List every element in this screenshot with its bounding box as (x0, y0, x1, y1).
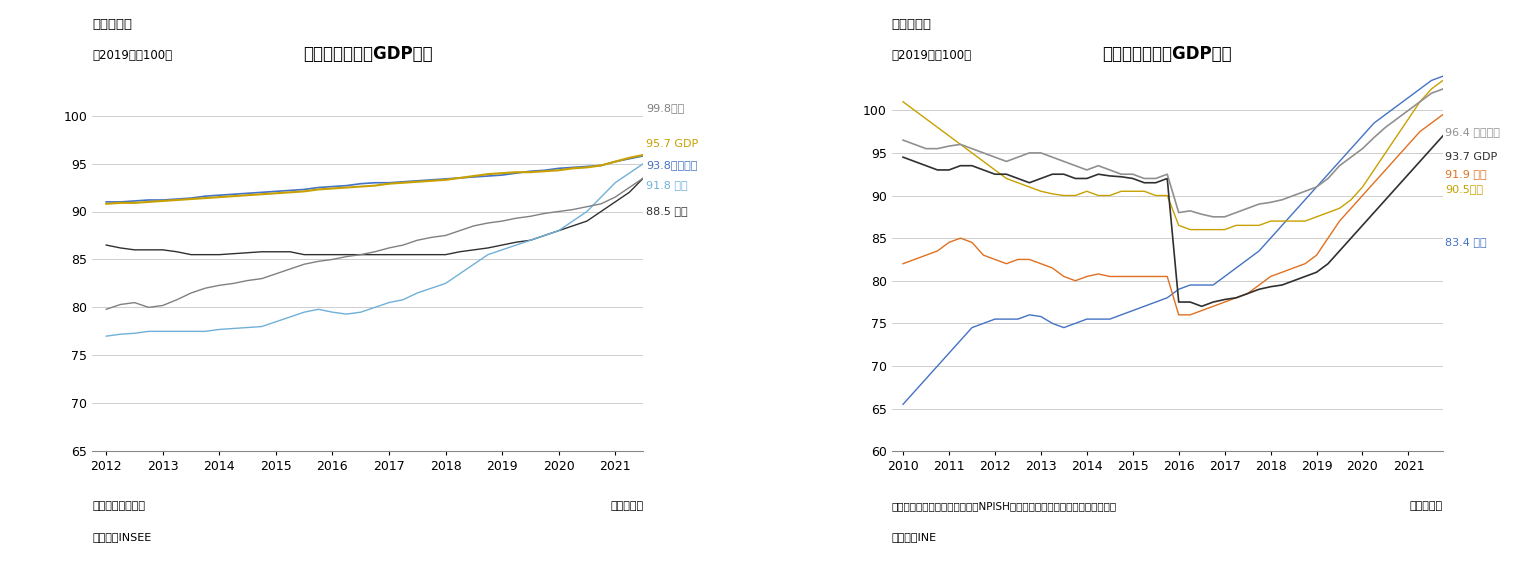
Text: 96.4 個人消費: 96.4 個人消費 (1444, 126, 1500, 136)
Text: 93.8個人消費: 93.8個人消費 (646, 161, 697, 170)
Text: （2019年＝100）: （2019年＝100） (892, 49, 972, 61)
Text: 88.5 輸出: 88.5 輸出 (646, 206, 688, 217)
Text: （図表５）: （図表５） (92, 18, 132, 31)
Text: （四半期）: （四半期） (611, 501, 643, 511)
Text: （2019年＝100）: （2019年＝100） (92, 49, 172, 61)
Text: 90.5投資: 90.5投資 (1444, 184, 1483, 193)
Text: 95.7 GDP: 95.7 GDP (646, 139, 698, 149)
Text: （資料）INE: （資料）INE (892, 532, 936, 542)
Text: （四半期）: （四半期） (1409, 501, 1443, 511)
Text: 93.7 GDP: 93.7 GDP (1444, 152, 1498, 162)
Text: （注）季節調整値、個人消費にNPISH（対民間非営利サービス）は含まない: （注）季節調整値、個人消費にNPISH（対民間非営利サービス）は含まない (892, 501, 1116, 511)
Title: フランスの実質GDP水準: フランスの実質GDP水準 (302, 45, 433, 63)
Text: （図表６）: （図表６） (892, 18, 932, 31)
Text: （注）季節調整値: （注）季節調整値 (92, 501, 146, 511)
Text: （資料）INSEE: （資料）INSEE (92, 532, 152, 542)
Text: 91.8 輸入: 91.8 輸入 (646, 180, 688, 190)
Text: 83.4 輸出: 83.4 輸出 (1444, 237, 1487, 248)
Title: スペインの実質GDP水準: スペインの実質GDP水準 (1102, 45, 1233, 63)
Text: 91.9 輸入: 91.9 輸入 (1444, 169, 1487, 179)
Text: 99.8投資: 99.8投資 (646, 103, 685, 113)
